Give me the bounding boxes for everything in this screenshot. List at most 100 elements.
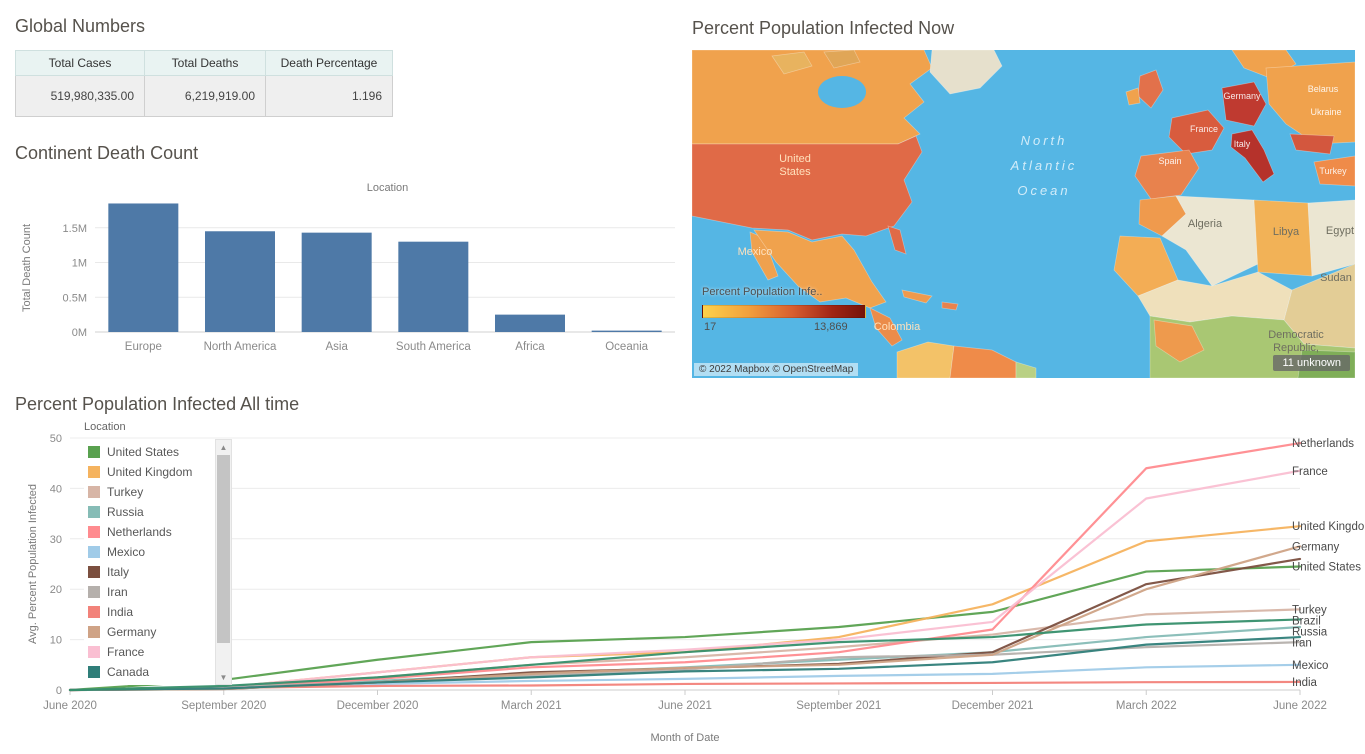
bar-asia[interactable] <box>301 232 372 332</box>
bar-africa[interactable] <box>495 314 565 332</box>
map-region-united-states[interactable] <box>692 135 923 241</box>
end-label-india: India <box>1292 677 1318 689</box>
legend-swatch <box>88 666 100 678</box>
map-region-canada[interactable] <box>692 50 933 145</box>
map-label-ukraine: Ukraine <box>1310 107 1341 117</box>
legend-item-canada[interactable]: Canada <box>84 662 232 682</box>
series-line-united-states[interactable] <box>68 565 1302 692</box>
map-region-italy[interactable] <box>1230 129 1275 183</box>
line-xtick: September 2021 <box>796 700 881 712</box>
series-line-canada[interactable] <box>68 635 1302 692</box>
map-region-libya[interactable] <box>1253 199 1313 277</box>
bar-europe[interactable] <box>108 203 179 332</box>
legend-item-france[interactable]: France <box>84 642 232 662</box>
legend-swatch <box>88 506 100 518</box>
map-label-algeria: Algeria <box>1188 218 1223 230</box>
map-region-arctic-island[interactable] <box>823 50 861 69</box>
end-label-mexico: Mexico <box>1292 660 1328 672</box>
line-xtick: June 2021 <box>658 700 712 712</box>
legend-item-russia[interactable]: Russia <box>84 502 232 522</box>
map-region-hispaniola[interactable] <box>941 301 959 311</box>
legend-label: United States <box>107 445 180 459</box>
map-region-egypt[interactable] <box>1307 199 1355 277</box>
map-label-democratic-republic-: Democratic Republic, <box>1268 329 1324 354</box>
map-region-arctic-island[interactable] <box>771 51 813 75</box>
line-xtick: March 2021 <box>501 700 562 712</box>
end-label-russia: Russia <box>1292 626 1328 638</box>
bar-south-america[interactable] <box>398 241 469 332</box>
series-line-brazil[interactable] <box>68 618 1302 692</box>
continent-bar-chart[interactable]: 0M 0.5M 1M 1.5M Europe North America Asia South… <box>15 192 680 362</box>
line-ytick: 50 <box>50 433 62 445</box>
value-total-cases[interactable]: 519,980,335.00 <box>15 75 145 117</box>
legend-label: Mexico <box>107 545 146 559</box>
legend-item-netherlands[interactable]: Netherlands <box>84 522 232 542</box>
series-line-united-kingdom[interactable] <box>68 525 1302 692</box>
legend-item-germany[interactable]: Germany <box>84 622 232 642</box>
legend-swatch <box>88 566 100 578</box>
legend-box: United States United Kingdom Turkey Russia N… <box>84 439 232 685</box>
end-label-france: France <box>1292 466 1328 478</box>
end-label-brazil: Brazil <box>1292 615 1321 627</box>
choropleth-map[interactable]: United States Mexico Colombia North Atlantic O… <box>692 50 1355 378</box>
legend-label: Turkey <box>107 485 144 499</box>
map-region-balkans[interactable] <box>1289 133 1335 155</box>
header-total-cases[interactable]: Total Cases <box>15 50 145 76</box>
map-region-ireland[interactable] <box>1125 87 1141 106</box>
legend-item-mexico[interactable]: Mexico <box>84 542 232 562</box>
legend-item-united-kingdom[interactable]: United Kingdom <box>84 462 232 482</box>
bar-xtick: Asia <box>325 341 348 353</box>
header-total-deaths[interactable]: Total Deaths <box>144 50 266 76</box>
scrollbar-thumb[interactable] <box>217 455 230 643</box>
map-region-central-america[interactable] <box>869 307 903 347</box>
continent-chart-title: Continent Death Count <box>15 143 199 163</box>
legend-label: Italy <box>107 565 130 579</box>
map-attribution[interactable]: © 2022 Mapbox © OpenStreetMap <box>694 363 859 376</box>
bar-xtick: North America <box>204 341 277 353</box>
legend-label: Russia <box>107 505 144 519</box>
infection-line-chart[interactable]: 0 10 20 30 40 50 June 2020 September 2020 Decemb… <box>30 430 1365 730</box>
map-region-france[interactable] <box>1168 109 1225 155</box>
map-region-turkey[interactable] <box>1313 155 1355 187</box>
map-region-west-africa[interactable] <box>1153 319 1205 363</box>
map-region-greenland[interactable] <box>929 50 1003 95</box>
table-header-row: Total Cases Total Deaths Death Percentag… <box>15 50 393 76</box>
legend-label: Canada <box>107 665 150 679</box>
unknown-count-badge[interactable]: 11 unknown <box>1273 355 1350 371</box>
map-label-italy: Italy <box>1234 139 1251 149</box>
map-region-guyana[interactable] <box>1015 361 1037 378</box>
value-death-percentage[interactable]: 1.196 <box>265 75 393 117</box>
map-label-north-atlantic-ocean: North Atlantic Ocean <box>1010 133 1078 198</box>
legend-item-turkey[interactable]: Turkey <box>84 482 232 502</box>
scroll-down-icon[interactable]: ▼ <box>219 672 228 682</box>
legend-item-iran[interactable]: Iran <box>84 582 232 602</box>
legend-item-italy[interactable]: Italy <box>84 562 232 582</box>
map-label-colombia: Colombia <box>874 321 921 333</box>
global-numbers-table: Total Cases Total Deaths Death Percentag… <box>15 50 393 117</box>
scroll-up-icon[interactable]: ▲ <box>219 442 228 452</box>
map-region-cuba[interactable] <box>901 289 933 304</box>
end-label-netherlands: Netherlands <box>1292 438 1354 450</box>
value-total-deaths[interactable]: 6,219,919.00 <box>144 75 266 117</box>
map-region-germany[interactable] <box>1221 81 1267 127</box>
legend-swatch <box>88 446 100 458</box>
color-gradient-bar[interactable] <box>702 305 866 318</box>
bar-north-america[interactable] <box>205 231 275 332</box>
legend-swatch <box>88 486 100 498</box>
map-label-france: France <box>1190 124 1218 134</box>
map-region-mexico[interactable] <box>753 229 887 309</box>
map-canvas[interactable]: United States Mexico Colombia North Atlantic O… <box>692 50 1355 378</box>
map-region-florida[interactable] <box>887 225 907 255</box>
legend-item-united-states[interactable]: United States <box>84 442 232 462</box>
line-ytick: 40 <box>50 483 62 495</box>
line-ytick: 20 <box>50 584 62 596</box>
legend-label: Iran <box>107 585 128 599</box>
legend-label: France <box>107 645 145 659</box>
map-title: Percent Population Infected Now <box>692 18 955 38</box>
header-death-percentage[interactable]: Death Percentage <box>265 50 393 76</box>
map-label-turkey: Turkey <box>1319 166 1347 176</box>
legend-item-india[interactable]: India <box>84 602 232 622</box>
legend-scrollbar[interactable]: ▲ ▼ <box>215 439 232 685</box>
bar-oceania[interactable] <box>591 330 662 332</box>
map-region-spain[interactable] <box>1134 149 1200 200</box>
